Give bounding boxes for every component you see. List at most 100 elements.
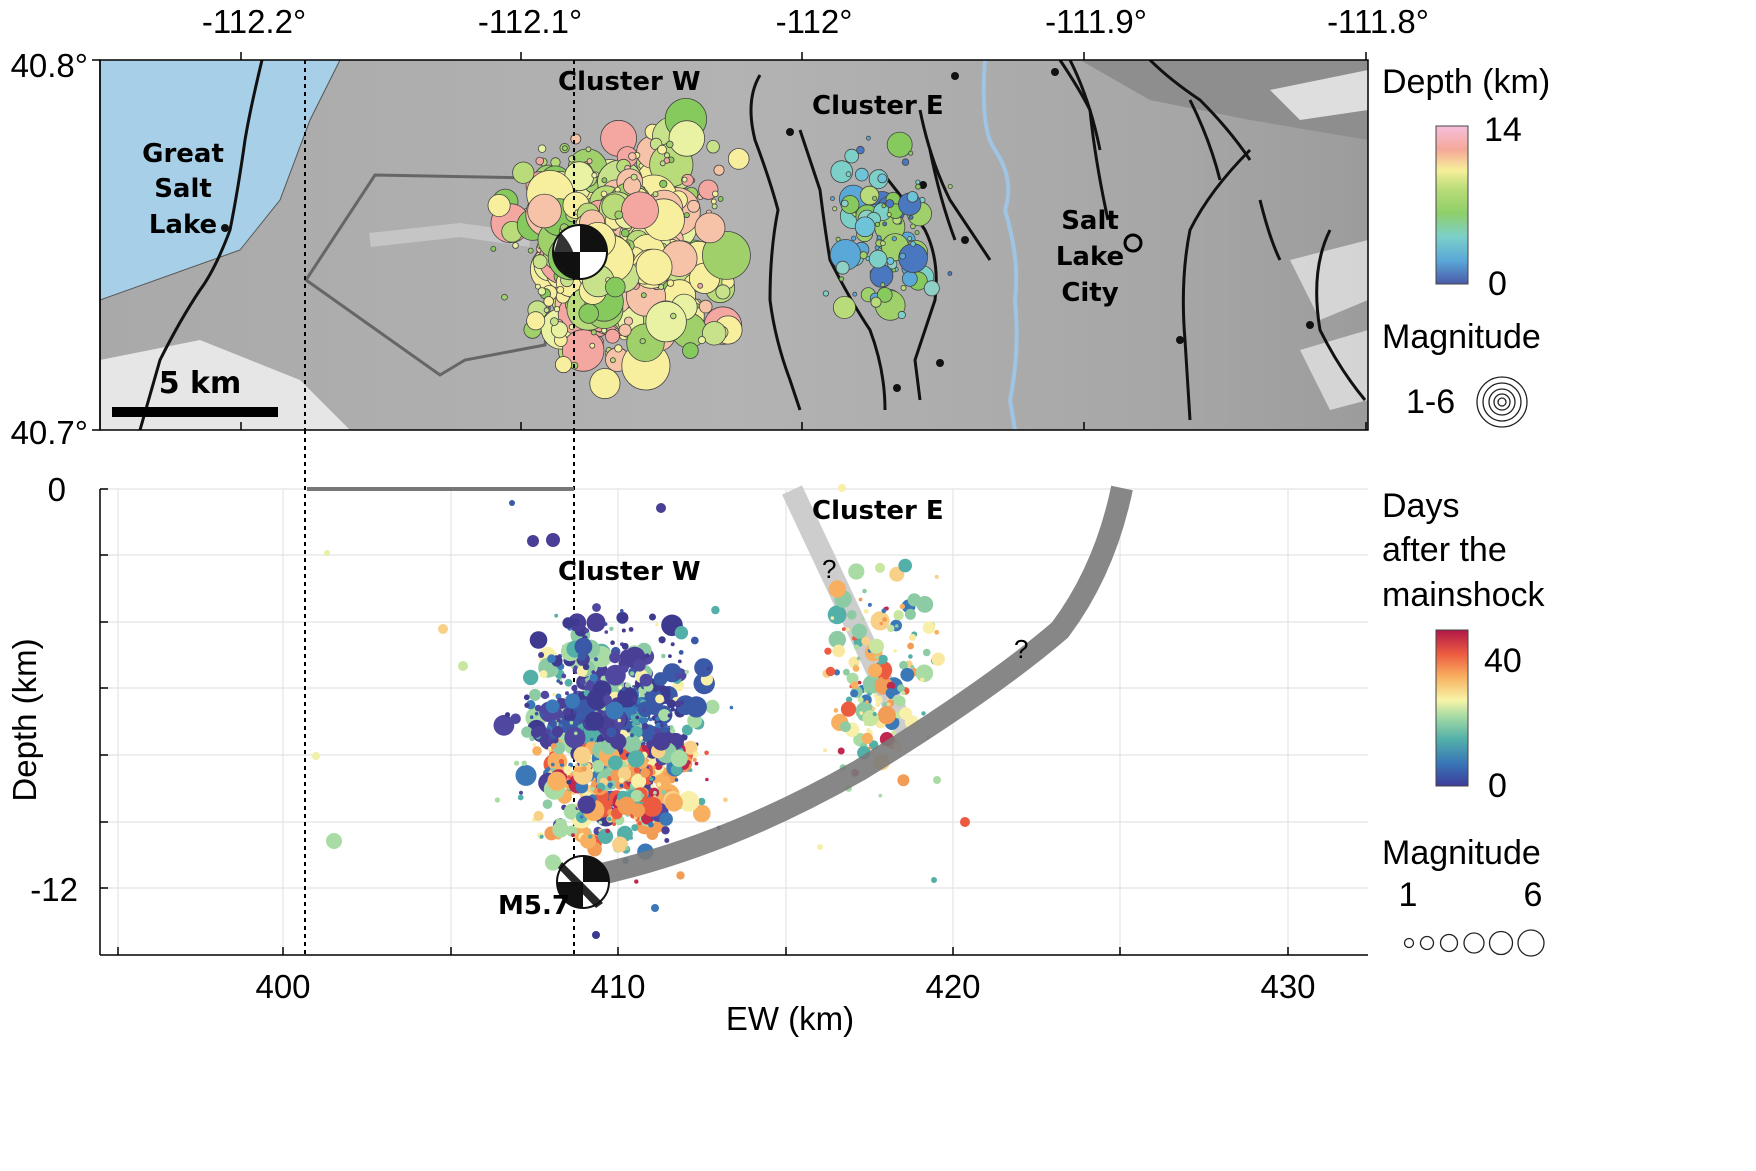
section-earthquake-cluster-w	[573, 711, 577, 715]
section-earthquake-cluster-w	[573, 746, 591, 764]
section-earthquake-cluster-w	[617, 767, 632, 781]
section-earthquake-cluster-w	[606, 727, 617, 738]
section-earthquake-cluster-e	[875, 562, 885, 573]
section-earthquake-cluster-w	[529, 715, 534, 719]
section-earthquake-cluster-w	[648, 717, 653, 722]
section-earthquake-cluster-e	[858, 597, 863, 602]
section-earthquake-cluster-w	[694, 761, 699, 766]
section-earthquake-outlier	[527, 535, 539, 547]
section-earthquake-cluster-w	[562, 617, 574, 629]
great-salt-lake-label-1: Great	[142, 139, 224, 169]
section-earthquake-cluster-e	[885, 688, 896, 698]
x-tick-420: 420	[925, 968, 980, 1005]
section-earthquake-cluster-w	[619, 783, 624, 788]
jordan-river	[981, 60, 1019, 430]
section-earthquake-cluster-w	[616, 611, 629, 624]
map-earthquake-cluster-w	[697, 336, 706, 345]
x-tick-400: 400	[255, 968, 310, 1005]
map-earthquake-cluster-e	[832, 295, 856, 319]
section-earthquake-cluster-w	[589, 737, 594, 742]
section-earthquake-cluster-w	[534, 711, 539, 716]
days-legend-min: 0	[1488, 767, 1507, 805]
section-earthquake-cluster-e	[873, 694, 878, 698]
map-earthquake-cluster-w	[670, 312, 677, 320]
section-earthquake-cluster-e	[893, 649, 897, 653]
map-earthquake-cluster-e	[899, 252, 906, 260]
section-earthquake-cluster-w	[670, 749, 688, 768]
section-earthquake-cluster-w	[517, 794, 524, 801]
section-earthquake-cluster-w	[584, 628, 590, 633]
section-earthquake-cluster-w	[544, 854, 562, 871]
section-magnitude-title: Magnitude	[1382, 834, 1541, 872]
section-earthquake-cluster-w	[618, 777, 625, 783]
section-earthquake-cluster-w	[641, 722, 649, 730]
section-earthquake-cluster-w	[621, 687, 626, 692]
section-earthquake-cluster-w	[683, 740, 698, 755]
section-earthquake-cluster-w	[659, 812, 673, 826]
section-earthquake-cluster-w	[571, 833, 575, 837]
section-earthquake-cluster-w	[605, 664, 626, 686]
section-earthquake-outlier	[546, 533, 560, 547]
section-earthquake-cluster-e	[854, 644, 860, 650]
section-earthquake-cluster-w	[649, 777, 654, 782]
map-earthquake-cluster-e	[854, 216, 876, 238]
section-earthquake-cluster-w	[642, 708, 647, 713]
section-earthquake-cluster-e	[878, 660, 883, 665]
map-earthquake-cluster-e	[876, 287, 893, 303]
section-earthquake-cluster-w	[574, 731, 578, 736]
map-earthquake-cluster-e	[886, 212, 892, 218]
section-earthquake-cluster-w	[693, 804, 711, 823]
map-earthquake-cluster-w	[553, 305, 561, 313]
map-earthquake-cluster-w	[682, 342, 699, 359]
section-earthquake-cluster-w	[681, 724, 693, 736]
map-earthquake-cluster-w	[659, 179, 668, 188]
section-earthquake-cluster-w	[652, 732, 671, 751]
map-earthquake-cluster-w	[610, 357, 616, 364]
section-earthquake-cluster-w	[650, 700, 664, 714]
lat-tick-top: 40.8°	[11, 47, 88, 84]
map-earthquake-cluster-e	[854, 167, 869, 182]
section-earthquake-cluster-w	[551, 725, 564, 738]
section-earthquake-cluster-w	[604, 630, 609, 634]
section-earthquake-cluster-w	[591, 670, 596, 675]
section-earthquake-cluster-e	[850, 681, 859, 689]
section-earthquake-cluster-w	[577, 795, 596, 814]
section-earthquake-cluster-e	[916, 596, 934, 613]
section-earthquake-cluster-e	[886, 702, 891, 707]
section-earthquake-cluster-w	[567, 775, 571, 779]
section-earthquake-cluster-w	[666, 699, 676, 709]
section-earthquake-cluster-w	[628, 627, 634, 632]
section-earthquake-cluster-w	[649, 613, 656, 621]
map-earthquake-cluster-w	[589, 368, 621, 400]
section-earthquake-cluster-w	[573, 767, 579, 772]
map-earthquake-cluster-e	[876, 235, 882, 241]
map-earthquake-cluster-e	[840, 199, 849, 208]
section-earthquake-cluster-w	[603, 694, 612, 704]
section-earthquake-cluster-w	[545, 699, 560, 714]
map-earthquake-cluster-e	[897, 310, 906, 320]
section-earthquake-cluster-w	[655, 722, 662, 729]
section-earthquake-cluster-w	[579, 815, 584, 819]
x-tick-410: 410	[590, 968, 645, 1005]
section-earthquake-cluster-w	[609, 626, 614, 631]
section-earthquake-cluster-w	[617, 796, 636, 816]
section-earthquake-cluster-w	[597, 828, 614, 845]
map-earthquake-cluster-e	[822, 290, 830, 297]
map-earthquake-cluster-w	[711, 203, 718, 210]
section-earthquake-cluster-w	[610, 640, 615, 645]
map-earthquake-cluster-e	[835, 260, 850, 275]
section-earthquake-cluster-w	[521, 760, 527, 766]
section-earthquake-cluster-e	[857, 680, 862, 685]
section-earthquake-outlier	[656, 503, 666, 513]
question-mark-2: ?	[1014, 634, 1028, 664]
section-earthquake-cluster-w	[579, 679, 586, 686]
map-earthquake-cluster-w	[618, 323, 632, 337]
map-earthquake-cluster-w	[640, 292, 647, 299]
section-earthquake-cluster-w	[641, 741, 646, 746]
section-earthquake-cluster-w	[547, 654, 556, 664]
section-earthquake-cluster-e	[833, 708, 839, 713]
section-earthquake-cluster-w	[573, 690, 578, 695]
section-earthquake-cluster-w	[559, 681, 563, 685]
map-earthquake-cluster-w	[590, 329, 597, 336]
section-earthquake-cluster-w	[684, 669, 689, 675]
